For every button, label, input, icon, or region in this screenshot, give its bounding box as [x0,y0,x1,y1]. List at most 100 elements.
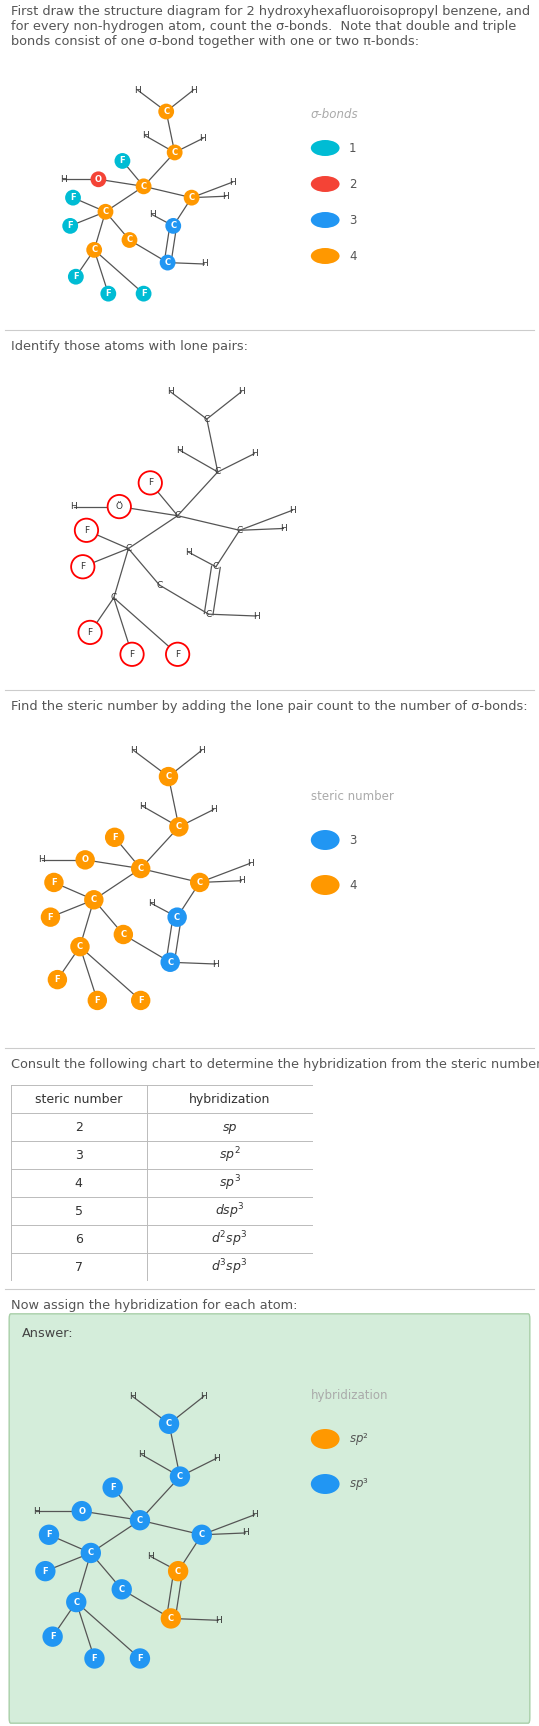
Circle shape [136,287,151,302]
Text: H: H [167,387,174,397]
Circle shape [84,891,103,910]
Circle shape [160,255,176,271]
Text: F: F [70,193,76,202]
Text: C: C [120,930,127,939]
Text: 2: 2 [349,178,356,190]
Text: H: H [238,877,245,885]
Text: O: O [82,856,88,865]
Text: H: H [201,259,208,269]
Text: C: C [163,107,169,116]
Text: $sp³$: $sp³$ [349,1476,369,1491]
Text: 4: 4 [349,250,356,262]
Text: H: H [213,1453,220,1464]
Circle shape [108,495,131,518]
Text: C: C [177,1472,183,1481]
Text: H: H [135,86,141,95]
Text: sp: sp [223,1120,237,1134]
Text: C: C [175,1567,181,1576]
Circle shape [167,145,183,161]
Text: H: H [280,525,287,533]
Text: H: H [251,449,258,457]
Text: F: F [112,834,118,842]
Text: C: C [77,942,83,951]
Circle shape [79,621,102,644]
Text: C: C [102,207,108,216]
Circle shape [168,1560,188,1581]
Circle shape [311,1429,340,1450]
Circle shape [120,642,144,666]
Text: C: C [91,896,97,904]
Circle shape [161,953,180,972]
Circle shape [75,851,95,870]
Text: C: C [88,1548,94,1557]
Text: Find the steric number by adding the lone pair count to the number of σ-bonds:: Find the steric number by adding the lon… [11,701,527,713]
Text: F: F [129,649,135,659]
Circle shape [114,154,130,169]
Text: H: H [129,1393,136,1402]
Circle shape [63,217,78,233]
Text: C: C [213,563,219,571]
Circle shape [166,642,189,666]
Text: F: F [80,563,85,571]
Text: H: H [148,1552,154,1560]
Circle shape [159,766,178,787]
Circle shape [168,908,187,927]
Text: F: F [148,478,153,487]
Circle shape [72,1502,92,1521]
Text: 1: 1 [349,142,356,155]
Circle shape [68,269,84,285]
Text: 3: 3 [349,834,356,846]
Circle shape [311,830,340,849]
Text: H: H [198,746,205,754]
Text: F: F [110,1483,115,1491]
Circle shape [169,816,189,837]
Text: F: F [141,290,147,299]
Text: $sp^3$: $sp^3$ [219,1174,240,1193]
Text: H: H [70,502,77,511]
Text: $dsp^3$: $dsp^3$ [215,1201,245,1220]
Text: C: C [137,1515,143,1524]
Circle shape [66,1591,86,1612]
Circle shape [159,1414,179,1434]
Text: C: C [156,580,163,590]
Text: F: F [67,221,73,230]
Circle shape [139,471,162,495]
Text: C: C [141,181,147,192]
Text: 3: 3 [75,1148,82,1162]
Text: H: H [251,1510,258,1519]
Text: F: F [50,1633,56,1641]
Text: First draw the structure diagram for 2 hydroxyhexafluoroisopropyl benzene, and
f: First draw the structure diagram for 2 h… [11,5,530,48]
Circle shape [75,518,98,542]
Circle shape [311,212,340,228]
Text: F: F [87,628,93,637]
Text: H: H [139,1450,145,1458]
Text: C: C [204,414,210,423]
Circle shape [98,204,113,219]
Text: H: H [229,178,236,186]
Circle shape [130,1510,150,1531]
Circle shape [311,1474,340,1495]
Text: hybridization: hybridization [189,1093,270,1105]
Circle shape [161,1609,181,1629]
Text: H: H [176,445,183,454]
Text: F: F [138,996,143,1005]
Text: H: H [185,547,192,557]
Circle shape [71,556,94,578]
Circle shape [131,860,150,879]
Circle shape [130,1648,150,1669]
Text: F: F [106,290,111,299]
Text: F: F [47,913,53,922]
Text: C: C [176,822,182,832]
Text: Ö: Ö [116,502,123,511]
Circle shape [190,873,210,892]
Text: $d^3sp^3$: $d^3sp^3$ [211,1257,248,1277]
Circle shape [191,1524,212,1545]
Text: H: H [210,804,217,815]
Text: C: C [125,544,132,552]
Circle shape [102,1477,123,1498]
Text: 3: 3 [349,214,356,226]
Text: C: C [168,1614,174,1622]
Text: C: C [189,193,195,202]
Text: H: H [215,1616,222,1624]
Text: C: C [127,235,133,245]
